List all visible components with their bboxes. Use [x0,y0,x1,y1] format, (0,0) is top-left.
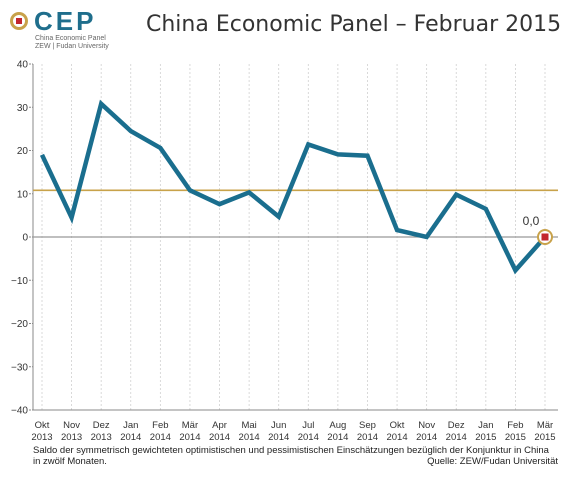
x-tick-label-year: 2013 [61,432,82,440]
footer-source: Quelle: ZEW/Fudan Universität [427,456,558,467]
logo-subtitle-2: ZEW | Fudan University [35,43,109,50]
x-tick-label-month: Dez [448,420,465,431]
footer-note: Saldo der symmetrisch gewichteten optimi… [33,445,549,467]
y-tick-label: 20 [17,146,29,157]
x-tick-label-year: 2015 [475,432,496,440]
x-tick-label-month: Nov [63,420,80,431]
y-tick-label: 30 [17,103,29,114]
y-tick-label: −20 [11,319,28,330]
end-value-label: 0,0 [523,214,540,228]
x-tick-label-month: Mär [182,420,198,431]
y-tick-label: 40 [17,60,29,71]
y-tick-label: 10 [17,189,29,200]
x-tick-label-month: Nov [418,420,435,431]
x-tick-label-year: 2013 [31,432,52,440]
end-marker-center [541,233,549,241]
x-tick-label-month: Dez [93,420,110,431]
logo-mark: CEP [34,6,97,36]
x-tick-label-month: Feb [507,420,523,431]
x-tick-label-year: 2013 [91,432,112,440]
x-tick-label-month: Aug [329,420,346,431]
x-tick-label-year: 2014 [150,432,171,440]
y-tick-label: −40 [11,406,28,417]
x-tick-label-month: Jun [271,420,286,431]
x-tick-label-year: 2014 [386,432,407,440]
footer: Saldo der symmetrisch gewichteten optimi… [33,445,558,467]
x-tick-label-month: Jul [302,420,314,431]
x-tick-label-year: 2014 [239,432,260,440]
logo-subtitle-1: China Economic Panel [35,35,106,42]
x-tick-label-year: 2014 [298,432,319,440]
x-tick-label-month: Jan [123,420,138,431]
x-tick-label-month: Feb [152,420,168,431]
x-tick-label-year: 2014 [268,432,289,440]
line-chart: 403020100−10−20−30−40Okt2013Nov2013Dez20… [11,60,558,440]
chart-title: China Economic Panel – Februar 2015 [146,12,562,37]
cep-logo-icon [10,12,28,30]
x-tick-label-year: 2014 [209,432,230,440]
y-tick-label: −10 [11,276,28,287]
x-tick-label-year: 2014 [179,432,200,440]
x-tick-label-month: Okt [35,420,50,431]
x-tick-label-month: Mai [241,420,256,431]
y-tick-label: −30 [11,362,28,373]
x-tick-label-month: Okt [390,420,405,431]
x-tick-label-year: 2014 [327,432,348,440]
x-tick-label-year: 2014 [357,432,378,440]
x-tick-label-month: Apr [212,420,227,431]
x-tick-label-year: 2014 [120,432,141,440]
cep-logo: CEP China Economic Panel ZEW | Fudan Uni… [10,6,130,50]
x-tick-label-month: Jan [478,420,493,431]
series-line [39,99,547,275]
x-tick-label-year: 2015 [534,432,555,440]
x-tick-label-year: 2015 [505,432,526,440]
x-tick-label-month: Sep [359,420,376,431]
y-tick-label: 0 [22,233,28,244]
x-tick-label-year: 2014 [416,432,437,440]
x-tick-label-year: 2014 [446,432,467,440]
x-tick-label-month: Mär [537,420,553,431]
